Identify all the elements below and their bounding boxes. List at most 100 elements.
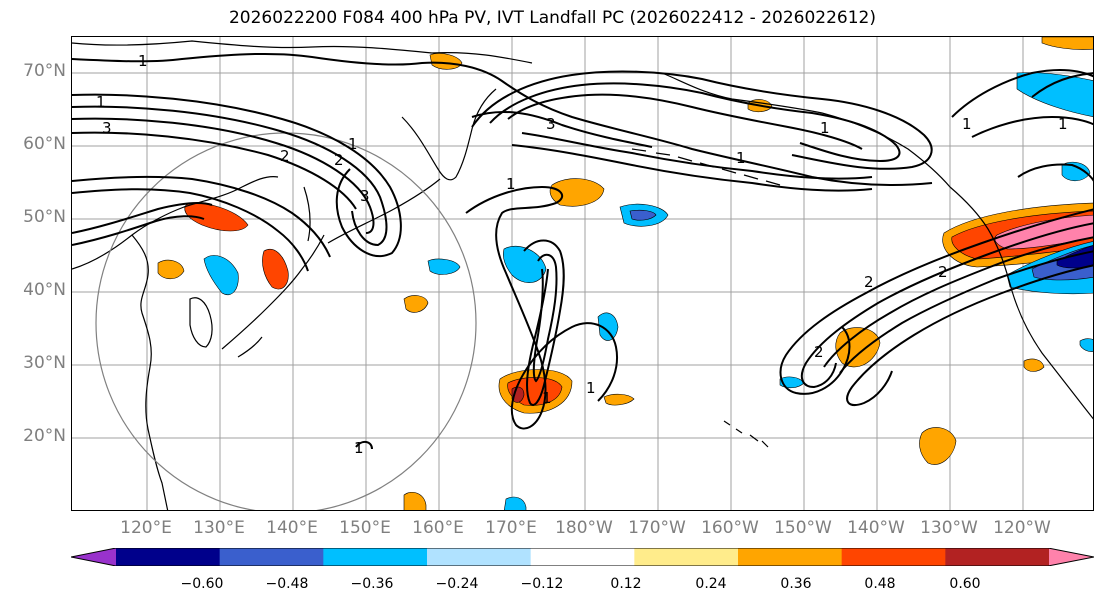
- shade-bc-negative: [1061, 161, 1091, 182]
- coast-aleutians: [631, 148, 781, 186]
- pv-contour-east-1: [779, 208, 1093, 395]
- map-title: 2026022200 F084 400 hPa PV, IVT Landfall…: [228, 8, 876, 28]
- coast-kamchatka: [401, 88, 497, 181]
- colorbar-tick: −0.60: [180, 576, 224, 592]
- lon-label-180w: 180°W: [555, 518, 613, 538]
- colorbar-tick: 0.12: [610, 576, 642, 592]
- colorbar-cell: [323, 548, 428, 566]
- pv-contour-east-3: [823, 236, 1093, 368]
- pv-contour-west-8: [72, 215, 205, 246]
- contour-label: 2: [280, 147, 290, 165]
- coast-japan: [221, 234, 325, 358]
- shade-small-positive-3: [403, 492, 427, 510]
- colorbar-tick: −0.24: [435, 576, 479, 592]
- shade-small-positive-4: [1023, 358, 1045, 372]
- pv-contour-west-6: [72, 188, 309, 272]
- shade-small-positive-1: [403, 295, 429, 313]
- pv-contour-ne-2: [971, 115, 1093, 138]
- pv-contour-west-1: [72, 93, 402, 258]
- colorbar-cell-max: [1049, 548, 1094, 566]
- lat-label-30n: 30°N: [23, 353, 66, 373]
- colorbar-cells: [71, 548, 1094, 566]
- shade-japan-sea-positive: [262, 249, 289, 290]
- contour-label: 2: [938, 263, 948, 281]
- contour-label: 1: [506, 175, 516, 193]
- lon-label-120e: 120°E: [120, 518, 172, 538]
- colorbar: [71, 548, 1094, 566]
- lon-label-120w: 120°W: [993, 518, 1051, 538]
- colorbar-tick: 0.48: [864, 576, 896, 592]
- shade-pnw-negative-peak: [1056, 245, 1093, 269]
- pv-contour-north-1: [72, 52, 933, 186]
- contour-label: 1: [96, 93, 106, 111]
- contour-label: 3: [102, 119, 112, 137]
- pv-contour-west-4: [72, 131, 357, 210]
- lon-label-170e: 170°E: [485, 518, 537, 538]
- lon-label-130e: 130°E: [193, 518, 245, 538]
- colorbar-cell-min: [71, 548, 116, 566]
- shade-small-negative-4: [1079, 338, 1093, 352]
- contour-label: 1: [586, 379, 596, 397]
- contour-label: 2: [814, 343, 824, 361]
- colorbar-cell: [634, 548, 739, 566]
- shade-yellowsea-positive: [157, 259, 185, 280]
- lon-label-140w: 140°W: [847, 518, 905, 538]
- lat-label-60n: 60°N: [23, 134, 66, 154]
- map-canvas: 1 1 3 1 2 2 3 1 1 3 1 1 1 1 2 2 2 1 1: [72, 37, 1093, 510]
- pv-contour-north-7: [471, 111, 653, 148]
- pv-contour-west-2: [72, 105, 388, 247]
- pv-contour-north-4: [507, 93, 863, 150]
- shade-small-negative-2: [504, 496, 527, 510]
- pv-contour-mid-3: [532, 253, 558, 383]
- colorbar-cell: [219, 548, 324, 566]
- shade-alaska-negative: [1016, 72, 1093, 117]
- contour-label: 2: [334, 151, 344, 169]
- colorbar-tick: 0.60: [949, 576, 981, 592]
- lat-label-40n: 40°N: [23, 280, 66, 300]
- contour-label: 1: [962, 115, 972, 133]
- shade-north-bering-positive: [429, 53, 463, 70]
- shade-small-negative-1: [427, 258, 461, 275]
- contour-label: 1: [542, 389, 552, 407]
- lon-label-130w: 130°W: [920, 518, 978, 538]
- colorbar-tick: −0.12: [520, 576, 564, 592]
- pv-contour-west-5: [72, 175, 331, 258]
- coast-korea: [189, 297, 213, 348]
- colorbar-tick: −0.48: [265, 576, 309, 592]
- pv-contour-east-4: [839, 250, 1093, 374]
- pv-contour-mid-1: [465, 185, 618, 430]
- colorbar-tick: 0.24: [695, 576, 727, 592]
- lat-label-20n: 20°N: [23, 426, 66, 446]
- contour-label: 3: [360, 187, 370, 205]
- pv-contour-north-2: [471, 70, 933, 170]
- pv-contours: [72, 52, 1093, 450]
- pv-contour-west-3: [72, 117, 375, 234]
- pv-contour-ne-3: [1017, 163, 1093, 182]
- lat-label-50n: 50°N: [23, 207, 66, 227]
- lon-label-160e: 160°E: [412, 518, 464, 538]
- pv-contour-east-5: [846, 264, 1093, 406]
- coast-east-asia: [72, 176, 279, 510]
- contour-label: 2: [864, 273, 874, 291]
- contour-label: 1: [348, 135, 358, 153]
- pv-contour-west-7: [72, 201, 213, 234]
- map-panel: 1 1 3 1 2 2 3 1 1 3 1 1 1 1 2 2 2 1 1: [71, 36, 1094, 511]
- contour-label: 1: [1058, 115, 1068, 133]
- shade-arctic-positive: [1041, 37, 1093, 50]
- lon-label-170w: 170°W: [628, 518, 686, 538]
- shade-hawaii-negative: [597, 312, 619, 341]
- contour-label: 1: [354, 439, 364, 457]
- pv-contour-ne-1: [951, 69, 1093, 118]
- pv-contour-north-5: [521, 132, 873, 180]
- shade-bering-positive: [549, 178, 605, 207]
- shade-kamchatka-negative: [502, 245, 547, 283]
- colorbar-cell: [530, 548, 635, 566]
- lat-label-70n: 70°N: [23, 61, 66, 81]
- shade-east-pacific-positive: [919, 427, 957, 465]
- coast-siberia-north: [72, 40, 533, 64]
- contour-label: 3: [546, 115, 556, 133]
- contour-label: 1: [736, 149, 746, 167]
- shade-korea-negative: [203, 255, 239, 295]
- shade-aleutian-negative-core: [629, 209, 657, 221]
- pv-contour-mid-2: [523, 239, 565, 406]
